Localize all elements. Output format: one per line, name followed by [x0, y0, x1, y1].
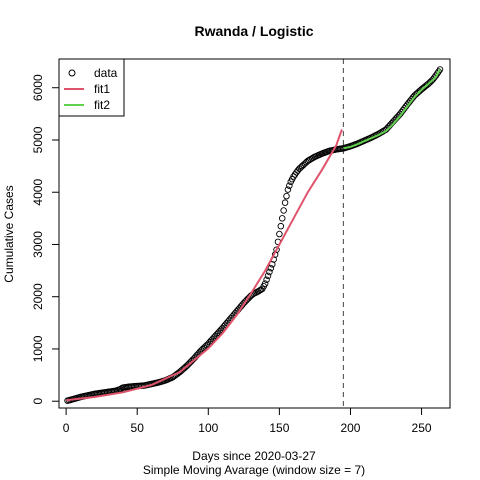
- plot-frame: [58, 58, 451, 409]
- data-point: [277, 222, 285, 230]
- y-tick-label: 3000: [31, 231, 45, 258]
- y-tick-label: 0: [31, 398, 45, 405]
- legend: data fit1 fit2: [58, 58, 125, 117]
- x-tick-label: 200: [340, 421, 360, 435]
- legend-label-fit2: fit2: [94, 98, 110, 112]
- data-point: [284, 186, 292, 193]
- x-tick-label: 250: [412, 421, 432, 435]
- y-tick-label: 1000: [31, 335, 45, 362]
- data-point: [264, 272, 272, 280]
- data-point: [280, 207, 287, 214]
- x-tick-label: 150: [269, 421, 289, 435]
- x-axis-label: Days since 2020-03-27: [192, 449, 316, 463]
- legend-point-symbol: [68, 69, 76, 77]
- y-tick-label: 5000: [31, 126, 45, 153]
- chart-title: Rwanda / Logistic: [194, 23, 313, 39]
- x-axis: 0 50 100 150 200 250: [63, 408, 432, 435]
- series-line-fit1: [65, 129, 343, 402]
- x-tick-label: 100: [198, 421, 218, 435]
- x-tick-label: 50: [131, 421, 145, 435]
- data-point: [266, 268, 273, 276]
- legend-label-data: data: [94, 66, 118, 80]
- plot-series: [64, 59, 444, 408]
- data-point: [276, 230, 283, 238]
- data-point: [436, 66, 444, 73]
- data-point: [261, 280, 269, 287]
- data-point: [283, 192, 290, 200]
- series-line-fit2: [343, 68, 441, 150]
- x-tick-label: 0: [63, 421, 70, 435]
- data-point: [286, 182, 293, 189]
- data-point: [278, 215, 286, 222]
- y-tick-label: 6000: [31, 74, 45, 101]
- data-point: [267, 264, 275, 272]
- legend-label-fit1: fit1: [94, 82, 110, 96]
- legend-box: [58, 58, 125, 117]
- y-tick-label: 4000: [31, 179, 45, 206]
- y-tick-label: 2000: [31, 283, 45, 310]
- data-point: [273, 246, 280, 253]
- y-axis-label: Cumulative Cases: [2, 185, 16, 282]
- data-point: [281, 199, 289, 206]
- y-axis: 0 1000 2000 3000 4000 5000 6000: [31, 74, 59, 405]
- x-axis-sublabel: Simple Moving Avarage (window size = 7): [143, 463, 365, 477]
- data-point: [263, 276, 270, 283]
